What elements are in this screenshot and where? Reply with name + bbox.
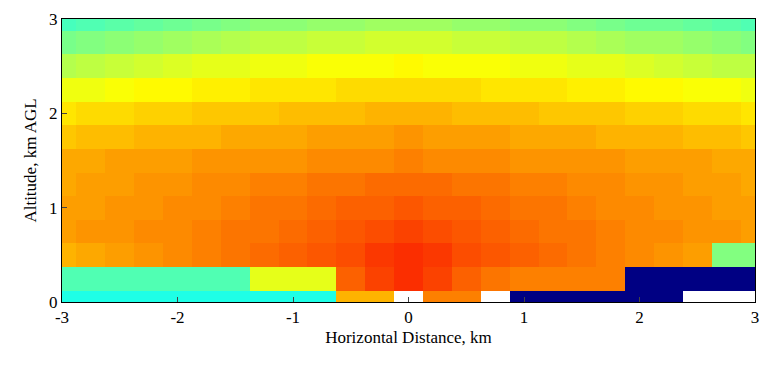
svg-text:1: 1 <box>49 199 58 218</box>
svg-text:0: 0 <box>404 308 413 327</box>
svg-text:3: 3 <box>49 10 58 29</box>
svg-text:3: 3 <box>751 308 760 327</box>
svg-text:-1: -1 <box>286 308 300 327</box>
svg-text:0: 0 <box>49 293 58 312</box>
svg-text:Altitude, km AGL: Altitude, km AGL <box>21 98 40 222</box>
svg-text:-2: -2 <box>170 308 184 327</box>
svg-text:-3: -3 <box>55 308 69 327</box>
svg-text:Horizontal Distance, km: Horizontal Distance, km <box>325 328 492 347</box>
svg-text:2: 2 <box>635 308 644 327</box>
svg-text:1: 1 <box>520 308 529 327</box>
svg-text:2: 2 <box>49 104 58 123</box>
